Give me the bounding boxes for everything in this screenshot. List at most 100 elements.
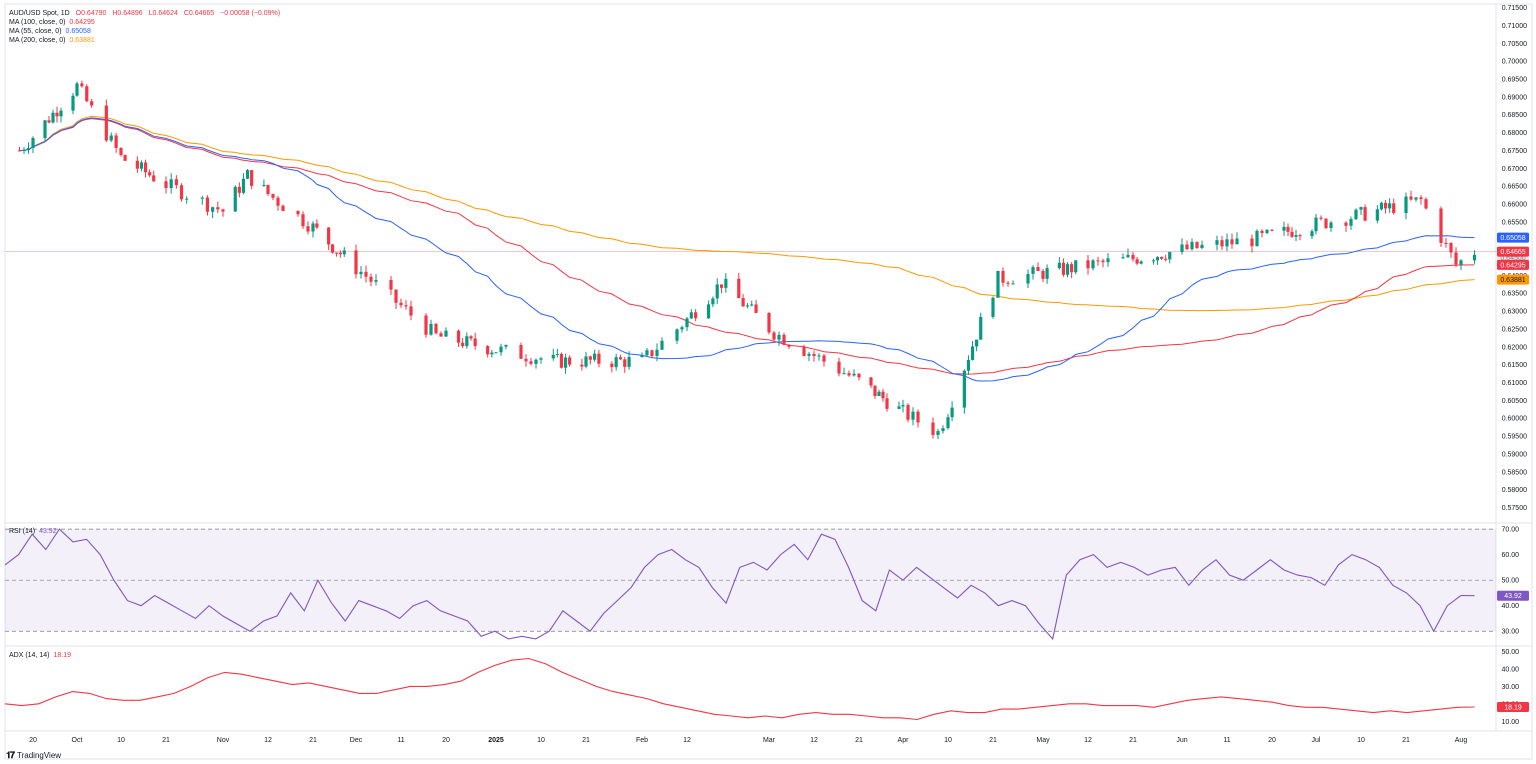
candle-body [439, 333, 443, 337]
candle [1270, 228, 1274, 232]
candle-body [539, 358, 543, 360]
candle-body [1101, 260, 1105, 263]
candle-body [852, 373, 856, 376]
candle [327, 227, 331, 251]
ma200-badge-bg [1497, 274, 1529, 285]
candle [966, 355, 971, 375]
candle-body [660, 340, 664, 350]
candle [104, 99, 108, 143]
candle-body [55, 112, 59, 117]
candle-body [1126, 254, 1130, 258]
candle-body [1363, 207, 1367, 221]
candle [1454, 247, 1458, 268]
candle [1392, 198, 1396, 215]
candle [266, 184, 270, 196]
price-tick-label: 0.70500 [1502, 41, 1527, 48]
candle [306, 221, 310, 235]
x-tick-label: 11 [397, 737, 404, 744]
candle [812, 350, 816, 362]
candle-body [143, 162, 148, 173]
candle [877, 389, 881, 397]
candle-body [424, 315, 428, 335]
price-tick-label: 0.71500 [1502, 5, 1527, 12]
candle [179, 183, 184, 202]
candle [1444, 237, 1448, 248]
candle-body [404, 305, 408, 307]
candle-body [327, 227, 331, 245]
candle [359, 266, 363, 279]
candle [424, 313, 428, 338]
rsi-tick-label: 30.00 [1501, 629, 1519, 636]
adx-tick-label: 10.00 [1501, 719, 1519, 726]
candle-body [873, 385, 877, 396]
candle-body [296, 210, 300, 215]
candle-body [1220, 240, 1224, 247]
candle [650, 349, 654, 359]
ma200-label: MA (200, close, 0) [9, 37, 66, 44]
candle [301, 211, 305, 229]
candle [1414, 197, 1418, 202]
candle [334, 252, 339, 257]
ma100-value: 0.64295 [69, 19, 95, 26]
candle [354, 244, 358, 279]
tradingview-logo[interactable]: 𝟏𝟕 TradingView [6, 750, 61, 761]
candle-body [614, 357, 618, 368]
ma100-line [19, 118, 1475, 375]
x-tick-label: 21 [309, 737, 317, 744]
moving-average-lines [19, 115, 1475, 382]
candle [139, 160, 144, 172]
candle-body [504, 345, 508, 347]
candle-body [1260, 230, 1264, 234]
candle-body [1096, 260, 1100, 262]
x-tick-label: Jul [1312, 737, 1321, 744]
candle-body [1392, 203, 1396, 213]
candle-body [1319, 217, 1323, 219]
candle [881, 388, 885, 402]
candle [524, 354, 528, 367]
candle-body [812, 353, 816, 357]
candle [245, 169, 250, 180]
candle [802, 344, 806, 357]
candle-body [1036, 267, 1040, 271]
candle [1329, 220, 1333, 232]
x-tick-label: 21 [1402, 737, 1410, 744]
candle [706, 300, 711, 319]
price-tick-label: 0.68500 [1502, 112, 1527, 119]
symbol-legend: AUD/USD Spot, 1D O0.64790 H0.64896 L0.64… [9, 9, 284, 18]
candle-body [399, 302, 403, 306]
ma100-label: MA (100, close, 0) [9, 19, 66, 26]
candle-body [394, 289, 398, 303]
candle [680, 325, 684, 333]
candle-body [486, 346, 490, 355]
candle [216, 201, 220, 214]
candle-body [931, 422, 935, 435]
candle [1041, 268, 1045, 283]
candle [675, 328, 679, 344]
candle-body [936, 431, 940, 435]
candle-body [1454, 252, 1458, 265]
candle [461, 337, 465, 349]
candle [539, 356, 543, 364]
candle-body [75, 83, 79, 96]
candle [456, 329, 461, 347]
candle-body [627, 357, 631, 367]
candle [1383, 200, 1388, 214]
candle-body [568, 357, 572, 365]
candle-body [916, 411, 920, 423]
candle [1070, 262, 1074, 279]
candle-body [694, 312, 698, 319]
candle-body [237, 186, 241, 193]
candle-body [152, 175, 156, 182]
candle-body [1444, 242, 1448, 244]
candle [772, 330, 776, 343]
candle-body [164, 181, 168, 189]
candle [946, 413, 950, 430]
candle [1164, 255, 1168, 262]
candle [296, 210, 300, 217]
candle-body [1265, 229, 1269, 234]
candle [1101, 258, 1105, 268]
candle-body [842, 373, 846, 375]
candle-body [1106, 258, 1110, 263]
candle [342, 247, 346, 257]
candle [465, 332, 469, 349]
